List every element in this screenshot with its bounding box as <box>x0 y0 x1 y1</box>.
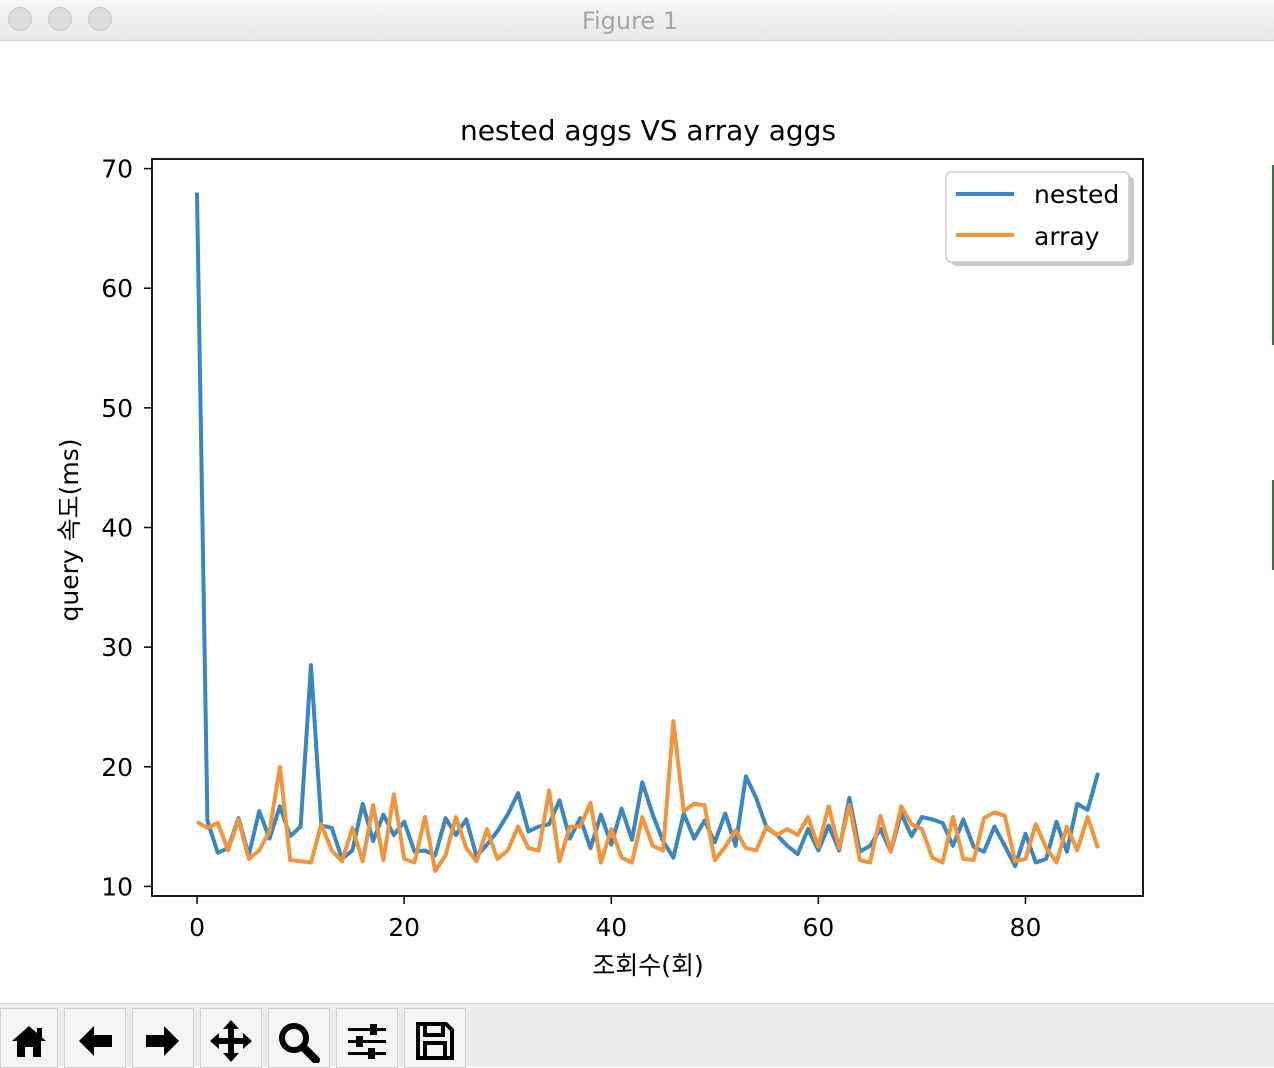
y-tick-label: 50 <box>101 394 133 423</box>
pan-icon <box>210 1020 252 1062</box>
title-bar: Figure 1 <box>0 0 1274 41</box>
back-button[interactable] <box>64 1008 126 1068</box>
figure-canvas: nested aggs VS array aggs 조회수(회) query 속… <box>0 41 1274 1003</box>
forward-button[interactable] <box>132 1008 194 1068</box>
legend-label-array: array <box>1034 222 1100 251</box>
x-tick-label: 80 <box>1010 913 1042 942</box>
save-icon <box>416 1022 454 1060</box>
forward-arrow-icon <box>146 1026 179 1056</box>
line-chart: nested aggs VS array aggs 조회수(회) query 속… <box>55 114 1144 980</box>
y-tick-label: 30 <box>101 633 133 662</box>
legend: nested array <box>945 171 1134 266</box>
series-line-array <box>196 719 1100 873</box>
y-tick-label: 20 <box>101 753 133 782</box>
close-window-button[interactable] <box>8 7 32 31</box>
zoom-button[interactable] <box>268 1008 330 1068</box>
window-edge-indicator <box>1272 480 1274 570</box>
y-tick-label: 40 <box>101 514 133 543</box>
y-tick-label: 70 <box>101 155 133 184</box>
pan-button[interactable] <box>200 1008 262 1068</box>
zoom-icon <box>279 1023 320 1063</box>
navigation-toolbar <box>0 1003 1274 1068</box>
home-button[interactable] <box>0 1008 58 1068</box>
maximize-window-button[interactable] <box>88 7 112 31</box>
x-tick-label: 40 <box>595 913 627 942</box>
y-axis-ticks: 10 20 30 40 50 60 70 <box>101 155 152 901</box>
window-title: Figure 1 <box>581 7 679 35</box>
back-arrow-icon <box>79 1026 112 1056</box>
series-layer <box>195 192 1100 873</box>
x-axis-ticks: 0 20 40 60 80 <box>189 896 1041 942</box>
series-line-nested <box>195 192 1100 869</box>
x-tick-label: 60 <box>802 913 834 942</box>
configure-subplots-button[interactable] <box>336 1008 398 1068</box>
plot-area-frame <box>151 158 1144 897</box>
legend-label-nested: nested <box>1034 180 1119 209</box>
chart-title: nested aggs VS array aggs <box>460 114 836 147</box>
y-axis-label: query 속도(ms) <box>55 439 84 622</box>
window-edge-indicator <box>1272 165 1274 345</box>
configure-subplots-icon <box>348 1024 386 1059</box>
home-icon <box>12 1026 46 1057</box>
y-tick-label: 60 <box>101 274 133 303</box>
x-axis-label: 조회수(회) <box>592 951 704 980</box>
minimize-window-button[interactable] <box>48 7 72 31</box>
x-tick-label: 0 <box>189 913 205 942</box>
x-tick-label: 20 <box>388 913 420 942</box>
save-button[interactable] <box>404 1008 466 1068</box>
y-tick-label: 10 <box>101 872 133 901</box>
